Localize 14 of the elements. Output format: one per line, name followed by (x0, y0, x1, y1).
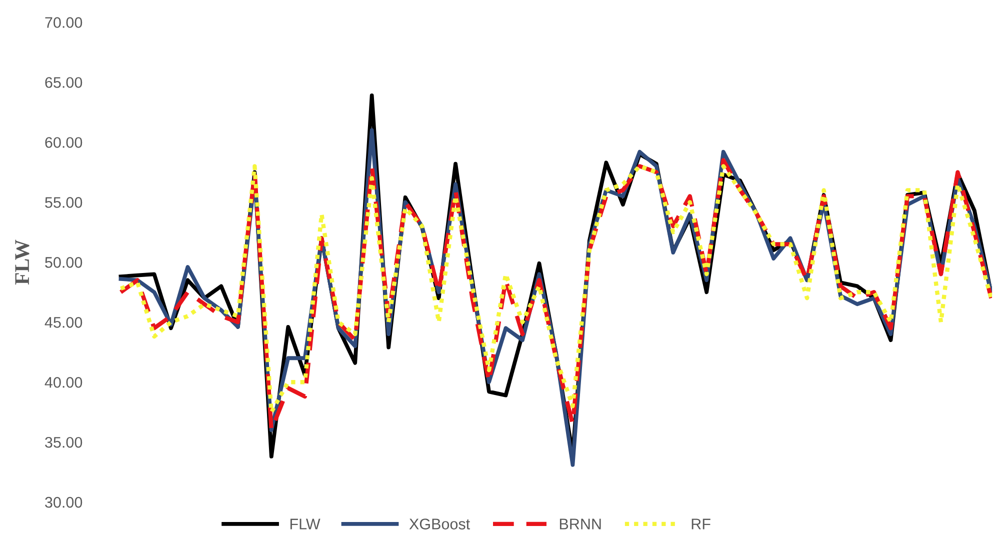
legend-label: BRNN (560, 518, 601, 530)
legend-label: RF (692, 518, 710, 530)
legend-label: FLW (290, 518, 320, 530)
y-tick-label: 50.00 (45, 257, 82, 268)
y-tick-label: 30.00 (45, 496, 82, 508)
y-tick-label: 35.00 (45, 436, 82, 448)
y-tick-label: 60.00 (45, 137, 82, 148)
legend-label: XGBoost (409, 518, 470, 530)
y-tick-label: 55.00 (45, 197, 82, 208)
y-axis-title: FLW (15, 240, 30, 285)
y-tick-label: 45.00 (44, 317, 82, 328)
y-tick-label: 65.00 (45, 77, 82, 88)
y-tick-label: 70.00 (45, 17, 82, 28)
y-tick-label: 40.00 (44, 376, 82, 388)
